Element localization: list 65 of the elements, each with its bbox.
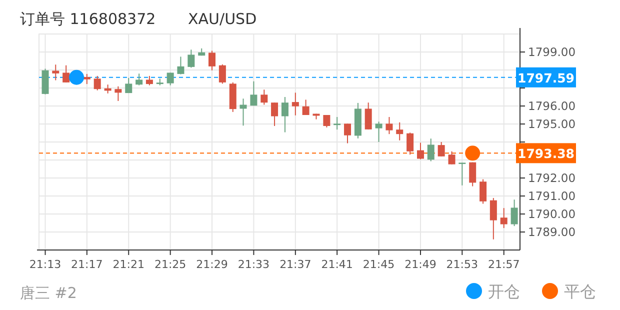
candlestick — [427, 138, 434, 162]
candlestick — [438, 142, 445, 157]
candlestick — [177, 56, 184, 75]
y-tick-label: 1791.00 — [528, 189, 576, 203]
candlestick — [94, 75, 101, 91]
x-tick-label: 21:57 — [488, 258, 520, 271]
candlestick — [136, 73, 143, 86]
candlestick — [62, 64, 70, 83]
candlestick — [364, 102, 372, 130]
candlestick — [208, 50, 216, 71]
x-tick-label: 21:49 — [404, 258, 436, 271]
legend-label: 开仓 — [488, 282, 520, 301]
legend-label: 平仓 — [564, 282, 596, 301]
y-tick-label: 1795.00 — [528, 117, 576, 131]
candlestick — [83, 73, 90, 85]
candlestick — [52, 64, 60, 81]
candlestick — [218, 64, 226, 84]
x-tick-label: 21:45 — [362, 258, 395, 271]
candlestick — [42, 68, 49, 95]
candlestick — [260, 89, 268, 106]
candlestick — [500, 208, 508, 229]
text: 唐三 #2 — [20, 284, 77, 302]
candlestick — [417, 142, 424, 160]
candlestick — [292, 92, 299, 116]
x-tick-label: 21:33 — [238, 258, 270, 271]
candlestick — [271, 102, 278, 126]
candlestick — [302, 99, 310, 116]
candlestick — [114, 86, 122, 102]
candlestick — [480, 178, 487, 204]
candlestick — [188, 49, 195, 68]
x-tick-label: 21:13 — [29, 258, 62, 271]
chart-subtitle: XAU/USD — [188, 10, 257, 28]
candlestick — [146, 75, 153, 86]
candlestick — [458, 162, 466, 186]
candlestick — [375, 121, 382, 142]
y-tick-label: 1799.00 — [528, 45, 576, 59]
candlestick — [240, 98, 247, 126]
candlestick — [125, 77, 132, 94]
candlestick — [386, 116, 393, 135]
candlestick — [490, 197, 497, 240]
candlestick — [166, 72, 174, 86]
candlestick — [334, 116, 341, 130]
candlestick — [396, 122, 404, 141]
candlestick — [344, 123, 352, 144]
candlestick — [323, 114, 330, 128]
y-tick-label: 1796.00 — [528, 99, 576, 113]
ref-line-label: 1797.59 — [518, 70, 574, 86]
candlestick — [510, 199, 518, 227]
x-tick-label: 21:25 — [154, 258, 186, 271]
x-tick-label: 21:29 — [196, 258, 228, 271]
x-tick-label: 21:37 — [280, 258, 312, 271]
chart-title: 订单号 116808372 — [20, 10, 156, 28]
y-tick-label: 1790.00 — [528, 207, 576, 221]
candlestick — [406, 132, 414, 156]
candlestick — [448, 150, 456, 165]
y-tick-label: 1789.00 — [528, 225, 576, 239]
candlestick — [469, 162, 476, 187]
candlestick — [250, 80, 258, 106]
y-tick-label: 1792.00 — [528, 171, 576, 185]
x-tick-label: 21:21 — [112, 258, 144, 271]
x-tick-label: 21:17 — [71, 258, 103, 271]
ref-line-label: 1793.38 — [518, 146, 574, 162]
x-tick-label: 21:53 — [446, 258, 478, 271]
candlestick — [281, 96, 288, 133]
x-tick-label: 21:41 — [321, 258, 353, 271]
